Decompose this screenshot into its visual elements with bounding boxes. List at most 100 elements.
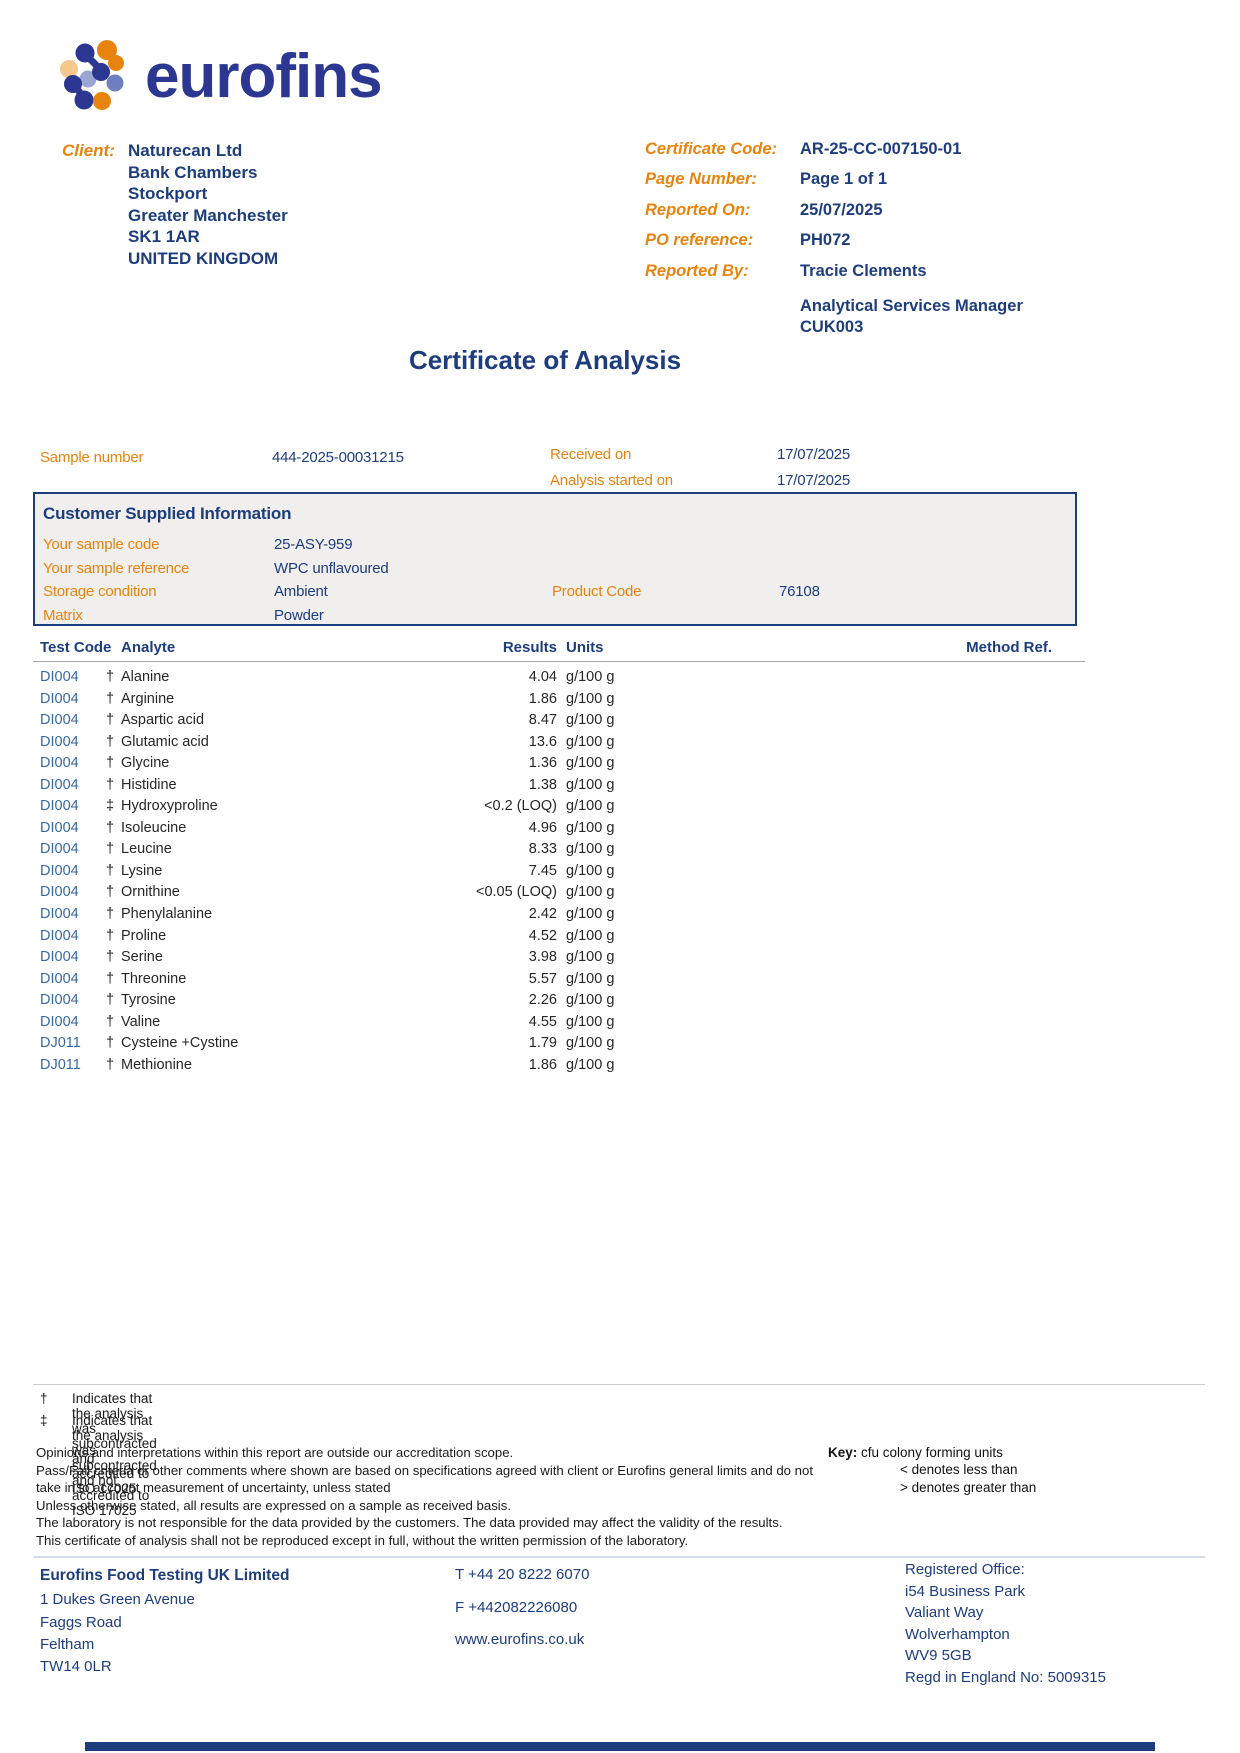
test-code-cell: DI004 [40, 927, 79, 944]
meta-label: Reported On: [645, 200, 751, 219]
header-analyte: Analyte [121, 639, 176, 656]
disclaimer-line: This certificate of analysis shall not b… [36, 1532, 689, 1548]
units-cell: g/100 g [566, 949, 615, 966]
customer-info-row: Storage condition Ambient Product Code 7… [35, 583, 1075, 607]
result-cell: 3.98 [528, 949, 557, 966]
customer-info-row: Your sample reference WPC unflavoured [35, 560, 1075, 584]
units-cell: g/100 g [566, 819, 615, 836]
accreditation-mark: † [105, 733, 115, 750]
units-cell: g/100 g [566, 1013, 615, 1030]
table-row: DI004 † Glutamic acid 13.6 g/100 g [40, 734, 1052, 756]
reported-by-extra-line: CUK003 [800, 318, 864, 337]
header-units: Units [566, 639, 604, 656]
units-cell: g/100 g [566, 927, 615, 944]
result-cell: 1.86 [528, 690, 557, 707]
result-cell: 5.57 [528, 970, 557, 987]
units-cell: g/100 g [566, 970, 615, 987]
received-on-label: Received on [550, 446, 632, 463]
analyte-cell: Threonine [121, 970, 187, 987]
client-address-line: Greater Manchester [128, 205, 288, 225]
analyte-cell: Serine [121, 949, 163, 966]
table-row: DI004 † Proline 4.52 g/100 g [40, 928, 1052, 950]
footer-registered-line: i54 Business Park [905, 1582, 1026, 1600]
customer-info-label: Your sample code [43, 536, 160, 553]
units-cell: g/100 g [566, 669, 615, 685]
analyte-cell: Cysteine +Cystine [121, 1035, 239, 1052]
accreditation-mark: † [105, 755, 115, 772]
analyte-cell: Ornithine [121, 884, 180, 901]
analyte-cell: Methionine [121, 1056, 192, 1073]
footer-contact-block: T +44 20 8222 6070 F +442082226080 www.e… [455, 1566, 589, 1664]
customer-supplied-info-box: Customer Supplied Information Your sampl… [33, 492, 1077, 626]
key-less-than: < denotes less than [900, 1462, 1018, 1478]
footnote-text: Indicates that the analysis was subcontr… [72, 1391, 157, 1496]
test-code-cell: DI004 [40, 669, 79, 685]
result-cell: 1.36 [528, 755, 557, 772]
footer-address-line: TW14 0LR [40, 1658, 112, 1676]
result-cell: 1.79 [528, 1035, 557, 1052]
received-on-value: 17/07/2025 [777, 446, 851, 463]
footer-divider [33, 1556, 1205, 1558]
analysis-started-value: 17/07/2025 [777, 472, 851, 489]
analyte-cell: Tyrosine [121, 992, 176, 1009]
table-row: DI004 † Alanine 4.04 g/100 g [40, 669, 1052, 691]
accreditation-mark: † [105, 841, 115, 858]
customer-info-value-2: 76108 [779, 583, 820, 601]
table-row: DJ011 † Methionine 1.86 g/100 g [40, 1057, 1052, 1079]
accreditation-mark: † [105, 884, 115, 901]
accreditation-mark: † [105, 927, 115, 944]
meta-value: AR-25-CC-007150-01 [800, 140, 962, 158]
customer-info-label: Storage condition [43, 583, 157, 601]
test-code-cell: DI004 [40, 819, 79, 836]
test-code-cell: DI004 [40, 733, 79, 750]
analyte-cell: Isoleucine [121, 819, 187, 836]
meta-value: PH072 [800, 231, 851, 250]
result-cell: 4.55 [528, 1013, 557, 1030]
meta-value: Page 1 of 1 [800, 170, 888, 189]
test-code-cell: DI004 [40, 841, 79, 858]
units-cell: g/100 g [566, 992, 615, 1009]
meta-value: Tracie Clements [800, 261, 927, 280]
result-cell: 1.86 [528, 1056, 557, 1073]
result-cell: 8.47 [528, 712, 557, 729]
footer-company-block: Eurofins Food Testing UK Limited 1 Dukes… [40, 1565, 289, 1678]
test-code-cell: DI004 [40, 798, 79, 815]
units-cell: g/100 g [566, 690, 615, 707]
bottom-accent-bar [85, 1742, 1155, 1751]
table-row: DI004 † Glycine 1.36 g/100 g [40, 755, 1052, 777]
accreditation-mark: † [105, 669, 115, 685]
analyte-cell: Valine [121, 1013, 161, 1030]
meta-label: PO reference: [645, 231, 754, 250]
test-code-cell: DI004 [40, 690, 79, 707]
test-code-cell: DI004 [40, 992, 79, 1009]
analyte-cell: Alanine [121, 669, 170, 685]
reported-by-extra-line: Analytical Services Manager [800, 296, 1023, 315]
test-code-cell: DI004 [40, 755, 79, 772]
footer-registered-line: Registered Office: [905, 1561, 1025, 1578]
result-cell: 7.45 [528, 862, 557, 879]
meta-row: Page Number: Page 1 of 1 [645, 170, 1205, 200]
accreditation-mark: † [105, 906, 115, 923]
analyte-cell: Phenylalanine [121, 906, 213, 923]
result-cell: 13.6 [528, 733, 557, 750]
disclaimer: Opinions and interpretations within this… [36, 1444, 813, 1550]
client-address: Naturecan Ltd Bank Chambers Stockport Great… [128, 140, 288, 270]
units-cell: g/100 g [566, 1035, 615, 1052]
table-row: DI004 † Phenylalanine 2.42 g/100 g [40, 906, 1052, 928]
footer-website-link[interactable]: www.eurofins.co.uk [455, 1631, 585, 1648]
header-method-ref: Method Ref. [966, 639, 1052, 656]
key-label: Key: [828, 1445, 858, 1460]
client-address-line: Stockport [128, 184, 208, 204]
eurofins-logo: eurofins [55, 34, 383, 119]
customer-info-value: 25-ASY-959 [274, 536, 353, 553]
results-table-body: DI004 † Alanine 4.04 g/100 g DI004 † Arg… [40, 669, 1052, 1078]
table-row: DI004 † Isoleucine 4.96 g/100 g [40, 820, 1052, 842]
table-row: DI004 † Serine 3.98 g/100 g [40, 949, 1052, 971]
result-cell: 1.38 [528, 776, 557, 793]
footnote-text: Indicates that the analysis was subcontr… [72, 1413, 157, 1518]
certificate-meta: Certificate Code: AR-25-CC-007150-01 Pag… [645, 140, 1205, 339]
table-row: DI004 ‡ Hydroxyproline <0.2 (LOQ) g/100 … [40, 798, 1052, 820]
test-code-cell: DI004 [40, 884, 79, 901]
result-cell: 4.96 [528, 819, 557, 836]
units-cell: g/100 g [566, 755, 615, 772]
